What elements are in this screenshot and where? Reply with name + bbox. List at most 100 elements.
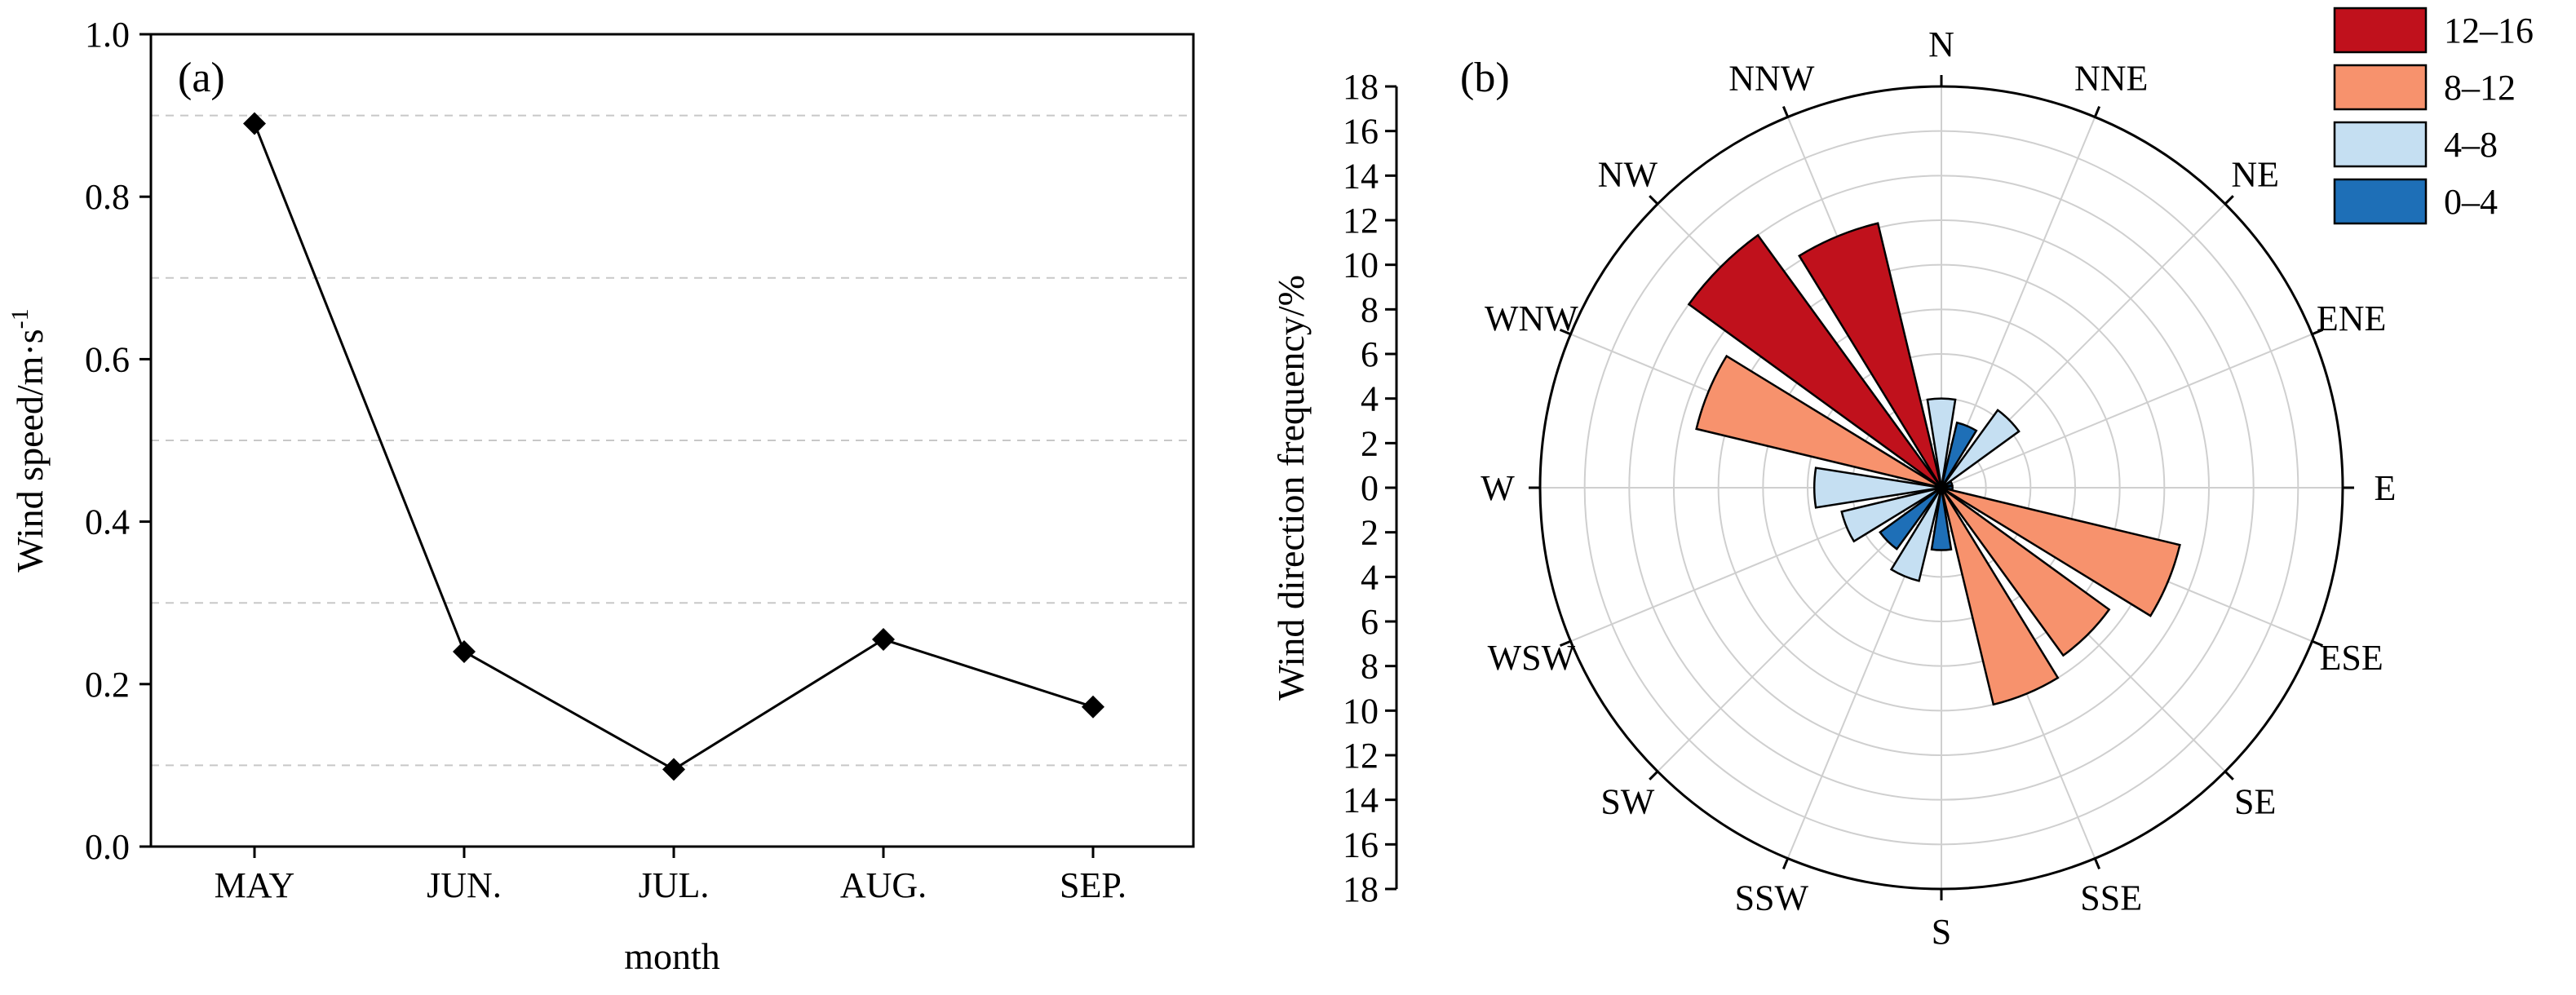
legend-label: 0–4 xyxy=(2444,182,2498,222)
x-tick-label: SEP. xyxy=(1060,865,1126,905)
direction-label-sse: SSE xyxy=(2080,878,2142,918)
bar-wsw xyxy=(1840,486,1942,543)
legend-swatch xyxy=(2333,64,2428,111)
radial-axis-title: Wind direction frequency/% xyxy=(1270,275,1312,701)
panel-label-b: (b) xyxy=(1460,55,1510,101)
direction-tick xyxy=(1782,105,1790,118)
bar-ese xyxy=(1941,486,2181,617)
y-axis-ticks: 0.0 0.2 0.4 0.6 0.8 1.0 xyxy=(85,15,151,867)
legend-swatch xyxy=(2333,7,2428,54)
y-tick-label: 0.2 xyxy=(85,665,130,705)
x-axis-ticks: MAY JUN. JUL. AUG. SEP. xyxy=(215,847,1126,905)
direction-label-ese: ESE xyxy=(2319,638,2383,678)
legend-swatch xyxy=(2333,178,2428,225)
direction-label-wnw: WNW xyxy=(1485,298,1578,338)
radial-tick-label: 10 xyxy=(1343,691,1379,731)
direction-tick xyxy=(2311,639,2324,648)
data-point-marker xyxy=(1082,695,1104,719)
direction-tick xyxy=(2224,195,2234,206)
bar-nnw xyxy=(1798,222,1943,489)
direction-label-ne: NE xyxy=(2231,154,2279,194)
radial-tick-label: 8 xyxy=(1361,290,1379,329)
radial-tick-label: 8 xyxy=(1361,647,1379,687)
direction-tick xyxy=(1559,639,1572,648)
direction-label-wsw: WSW xyxy=(1488,638,1576,678)
direction-label-e: E xyxy=(2375,468,2397,508)
radial-tick-label: 6 xyxy=(1361,334,1379,374)
y-tick-label: 0.0 xyxy=(85,827,130,867)
radial-tick-label: 0 xyxy=(1361,468,1379,508)
y-axis-title-main: Wind speed/m·s xyxy=(9,329,51,572)
radial-tick-label: 10 xyxy=(1343,245,1379,285)
bar-n xyxy=(1926,397,1957,489)
radial-tick-label: 12 xyxy=(1343,201,1379,241)
radial-tick-label: 2 xyxy=(1361,423,1379,463)
radial-tick-label: 18 xyxy=(1343,869,1379,909)
direction-label-ssw: SSW xyxy=(1735,878,1809,918)
y-tick-label: 0.4 xyxy=(85,502,130,542)
x-tick-label: JUL. xyxy=(639,865,710,905)
radial-tick-label: 12 xyxy=(1343,736,1379,776)
radial-tick-label: 18 xyxy=(1343,67,1379,107)
y-tick-label: 1.0 xyxy=(85,15,130,55)
bar-se xyxy=(1940,486,2111,657)
legend-label: 4–8 xyxy=(2444,125,2498,165)
x-tick-label: AUG. xyxy=(840,865,927,905)
radial-tick-label: 6 xyxy=(1361,602,1379,642)
y-axis-title: Wind speed/m·s-1 xyxy=(7,308,51,572)
radial-tick-label: 4 xyxy=(1361,557,1379,597)
direction-tick xyxy=(2311,328,2324,336)
data-point-marker xyxy=(872,628,895,652)
legend-label: 12–16 xyxy=(2444,11,2534,51)
y-tick-label: 0.8 xyxy=(85,177,130,217)
line-chart-panel: 0.0 0.2 0.4 0.6 0.8 1.0 MAY JUN. JUL. AUG. SEP. (… xyxy=(7,15,1195,977)
radial-tick-label: 16 xyxy=(1343,112,1379,152)
direction-tick xyxy=(1782,857,1790,870)
data-point-marker xyxy=(243,112,266,135)
bar-nne xyxy=(1940,421,1978,489)
direction-label-w: W xyxy=(1481,468,1515,508)
direction-tick xyxy=(2224,770,2234,781)
spoke xyxy=(1941,333,2313,489)
direction-tick xyxy=(1649,770,1659,781)
rose-center xyxy=(1939,485,1944,490)
bar-s xyxy=(1930,487,1953,551)
radial-tick-label: 4 xyxy=(1361,379,1379,419)
panel-label-a: (a) xyxy=(178,55,225,101)
bar-sw xyxy=(1879,486,1943,551)
direction-label-sw: SW xyxy=(1600,782,1654,822)
x-axis-title: month xyxy=(624,935,720,977)
series-line xyxy=(253,123,1094,772)
x-tick-label: JUN. xyxy=(427,865,502,905)
legend-swatch xyxy=(2333,121,2428,168)
direction-label-se: SE xyxy=(2234,782,2276,822)
bar-nw xyxy=(1687,233,1943,489)
legend: 12–16 8–12 4–8 0–4 xyxy=(2333,7,2534,225)
direction-tick xyxy=(1559,328,1572,336)
bar-wnw xyxy=(1695,354,1942,489)
direction-tick xyxy=(1649,195,1659,206)
data-point-marker xyxy=(453,639,476,663)
direction-label-n: N xyxy=(1928,24,1954,64)
direction-label-ene: ENE xyxy=(2317,298,2387,338)
radial-tick-label: 16 xyxy=(1343,825,1379,865)
radial-tick-label: 14 xyxy=(1343,781,1379,820)
direction-tick xyxy=(2093,105,2101,118)
data-point-marker xyxy=(662,758,685,781)
grid-lines xyxy=(151,114,1193,767)
direction-label-nnw: NNW xyxy=(1728,58,1815,98)
legend-label: 8–12 xyxy=(2444,68,2516,108)
frequency-bars xyxy=(1687,222,2181,706)
radial-tick-label: 14 xyxy=(1343,156,1379,196)
y-axis-title-superscript: -1 xyxy=(7,308,33,329)
data-markers xyxy=(243,112,1104,781)
direction-labels: N NNE NE ENE E ESE SE SSE S SSW SW WSW W WNW NW NNW xyxy=(1481,24,2396,952)
bar-ne xyxy=(1940,409,2021,489)
bar-ssw xyxy=(1889,487,1943,582)
direction-label-nne: NNE xyxy=(2074,58,2148,98)
direction-tick xyxy=(2093,857,2101,870)
direction-label-s: S xyxy=(1932,912,1951,952)
